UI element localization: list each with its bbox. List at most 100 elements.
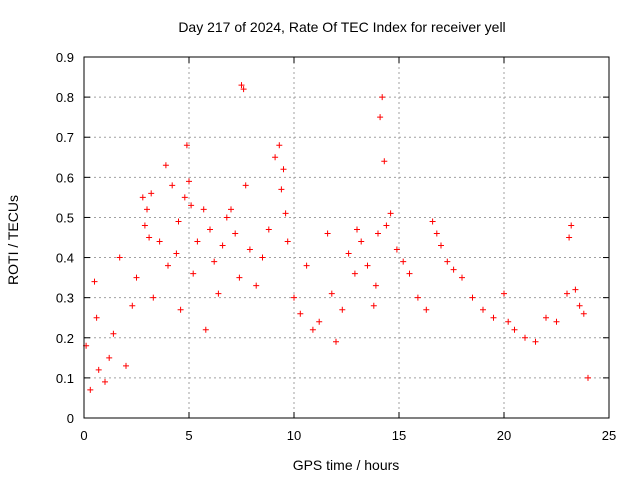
data-point <box>381 158 388 165</box>
data-point <box>139 194 146 201</box>
data-point <box>150 294 157 301</box>
data-point <box>450 266 457 273</box>
y-tick-label: 0.2 <box>56 331 74 346</box>
data-point <box>511 326 518 333</box>
data-point <box>236 274 243 281</box>
data-point <box>333 338 339 345</box>
data-point <box>253 282 260 289</box>
data-point <box>144 206 150 213</box>
data-point <box>423 306 430 313</box>
data-point <box>141 222 148 229</box>
data-point <box>133 274 140 281</box>
data-point <box>387 210 394 217</box>
data-point <box>354 226 360 233</box>
y-tick-label: 0.1 <box>56 371 74 386</box>
x-tick-label: 10 <box>287 428 301 443</box>
data-point <box>490 314 497 321</box>
data-point <box>580 310 587 317</box>
y-axis-label: ROTI / TECUs <box>5 195 21 285</box>
data-point <box>148 190 155 197</box>
axis-ticks: 0 0.1 0.2 0.3 0.4 0.5 0.6 0.7 0.8 0.9 0 5 10 15 20 25 <box>56 50 616 443</box>
data-point <box>566 234 573 241</box>
data-point <box>480 306 486 313</box>
y-tick-label: 0.8 <box>56 90 74 105</box>
data-point <box>194 238 201 245</box>
data-point <box>169 182 176 189</box>
y-tick-label: 0.7 <box>56 130 74 145</box>
data-point <box>211 258 218 265</box>
data-point <box>265 226 272 233</box>
data-point <box>280 166 287 173</box>
data-point <box>291 294 297 301</box>
data-point <box>188 202 195 209</box>
data-point <box>110 330 117 337</box>
data-point <box>564 290 570 297</box>
data-point <box>219 242 226 249</box>
data-point <box>358 238 365 245</box>
data-point <box>162 162 169 169</box>
data-point <box>532 338 539 345</box>
data-point <box>585 374 591 381</box>
data-point <box>351 270 358 277</box>
data-point <box>339 306 346 313</box>
data-point <box>459 274 465 281</box>
y-tick-label: 0 <box>67 411 74 426</box>
data-point <box>282 210 289 217</box>
data-point <box>284 238 291 245</box>
data-point <box>328 290 335 297</box>
data-point <box>522 334 528 341</box>
data-point <box>379 94 386 101</box>
data-point <box>129 302 136 309</box>
data-point <box>303 262 310 269</box>
plot-frame <box>83 56 610 419</box>
data-point <box>186 178 192 185</box>
data-point <box>177 306 184 313</box>
x-axis-label: GPS time / hours <box>293 457 400 473</box>
data-point <box>414 294 421 301</box>
data-point <box>238 82 245 89</box>
gridlines <box>84 57 609 418</box>
x-tick-label: 5 <box>185 428 192 443</box>
y-tick-label: 0.4 <box>56 251 74 266</box>
y-tick-label: 0.9 <box>56 50 74 65</box>
data-point <box>106 354 113 361</box>
data-point <box>383 222 390 229</box>
data-point <box>400 258 407 265</box>
y-tick-label: 0.3 <box>56 291 74 306</box>
data-point <box>553 318 560 325</box>
data-point <box>297 310 304 317</box>
data-point <box>278 186 285 193</box>
data-point <box>87 386 94 393</box>
data-point <box>102 378 108 385</box>
data-point <box>181 194 188 201</box>
data-point <box>190 270 197 277</box>
data-point <box>200 206 207 213</box>
data-point <box>406 270 413 277</box>
data-point <box>370 302 377 309</box>
data-point <box>240 86 247 93</box>
x-tick-label: 25 <box>602 428 616 443</box>
data-point <box>183 142 190 149</box>
data-point <box>469 294 476 301</box>
data-point <box>324 230 331 237</box>
x-tick-label: 20 <box>497 428 511 443</box>
data-point <box>156 238 163 245</box>
data-point <box>372 282 379 289</box>
data-point <box>543 314 549 321</box>
data-point <box>202 326 209 333</box>
data-point <box>444 258 451 265</box>
data-point <box>146 234 153 241</box>
data-point <box>316 318 323 325</box>
data-point <box>345 250 352 257</box>
data-point <box>173 250 180 257</box>
data-point <box>375 230 381 237</box>
chart-title: Day 217 of 2024, Rate Of TEC Index for r… <box>178 19 505 35</box>
data-point <box>568 222 575 229</box>
data-point <box>242 182 249 189</box>
y-tick-label: 0.6 <box>56 170 74 185</box>
data-point <box>572 286 579 293</box>
data-point <box>215 290 222 297</box>
data-point <box>501 290 507 297</box>
data-point <box>433 230 440 237</box>
